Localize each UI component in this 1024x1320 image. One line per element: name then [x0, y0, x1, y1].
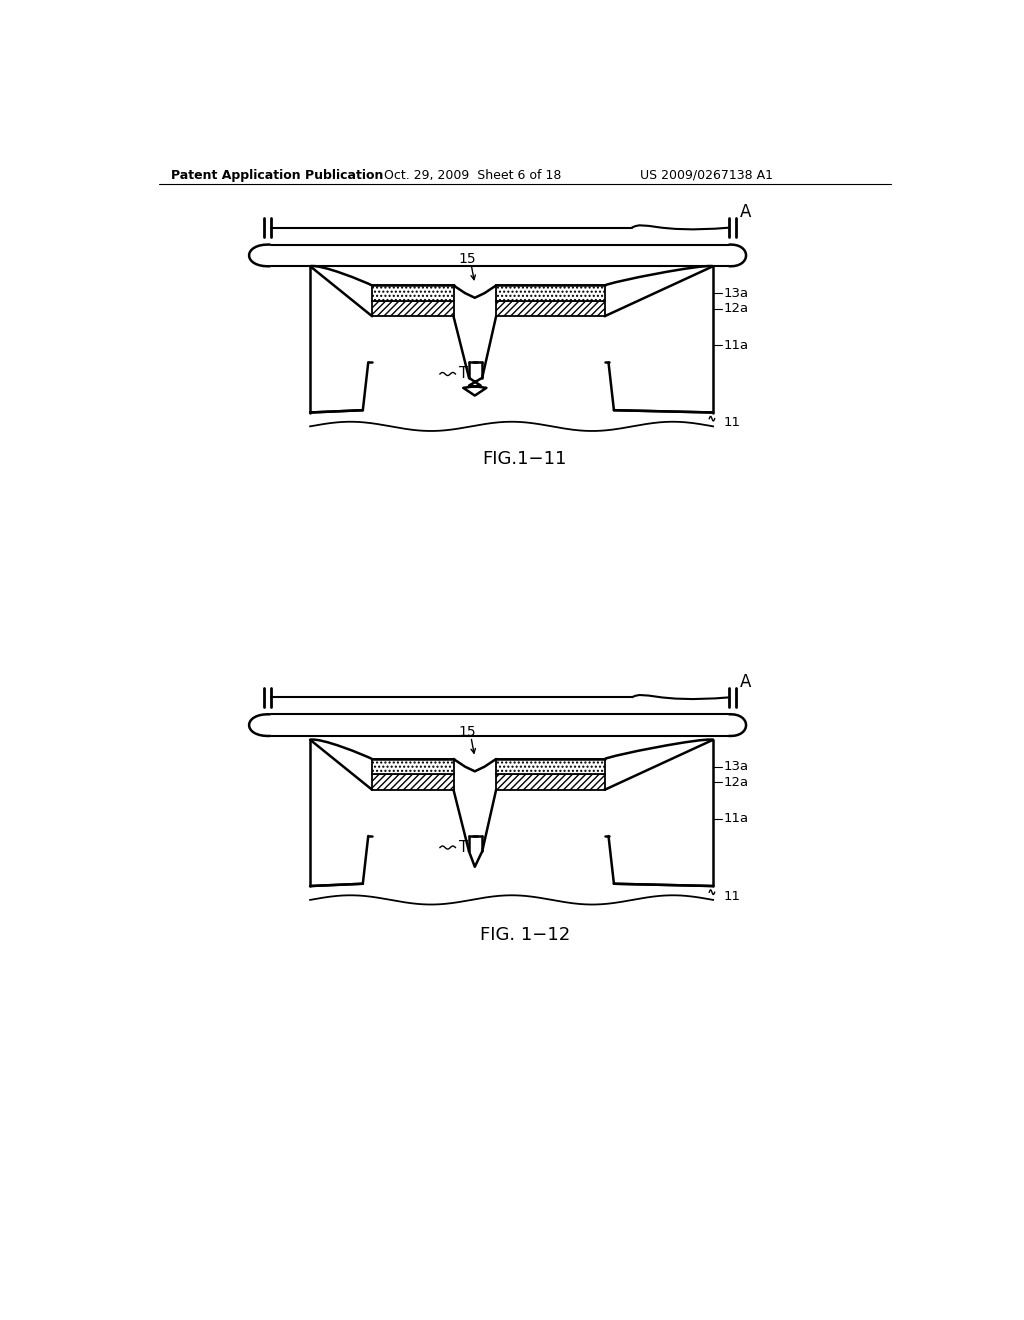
Text: Oct. 29, 2009  Sheet 6 of 18: Oct. 29, 2009 Sheet 6 of 18	[384, 169, 561, 182]
Text: 13a: 13a	[723, 286, 749, 300]
Bar	[496, 775, 604, 789]
Bar	[496, 301, 604, 317]
Text: A: A	[739, 673, 751, 690]
Text: 15: 15	[459, 725, 476, 739]
Text: 13a: 13a	[723, 760, 749, 774]
Text: 11a: 11a	[723, 812, 749, 825]
Text: T: T	[460, 367, 468, 381]
Bar	[372, 301, 454, 317]
Text: 15: 15	[459, 252, 476, 265]
Bar	[372, 285, 454, 301]
Text: Patent Application Publication: Patent Application Publication	[171, 169, 383, 182]
Text: FIG. 1−12: FIG. 1−12	[479, 925, 570, 944]
Text: US 2009/0267138 A1: US 2009/0267138 A1	[640, 169, 772, 182]
Bar	[496, 285, 604, 301]
Text: 11: 11	[723, 890, 740, 903]
Text: T: T	[460, 840, 468, 855]
Bar	[372, 775, 454, 789]
Text: 12a: 12a	[723, 776, 749, 788]
Text: FIG.1−11: FIG.1−11	[482, 450, 567, 467]
Text: A: A	[739, 203, 751, 222]
Text: 12a: 12a	[723, 302, 749, 315]
Text: 11: 11	[723, 416, 740, 429]
Bar	[372, 759, 454, 775]
Text: 11a: 11a	[723, 339, 749, 351]
Bar	[496, 759, 604, 775]
